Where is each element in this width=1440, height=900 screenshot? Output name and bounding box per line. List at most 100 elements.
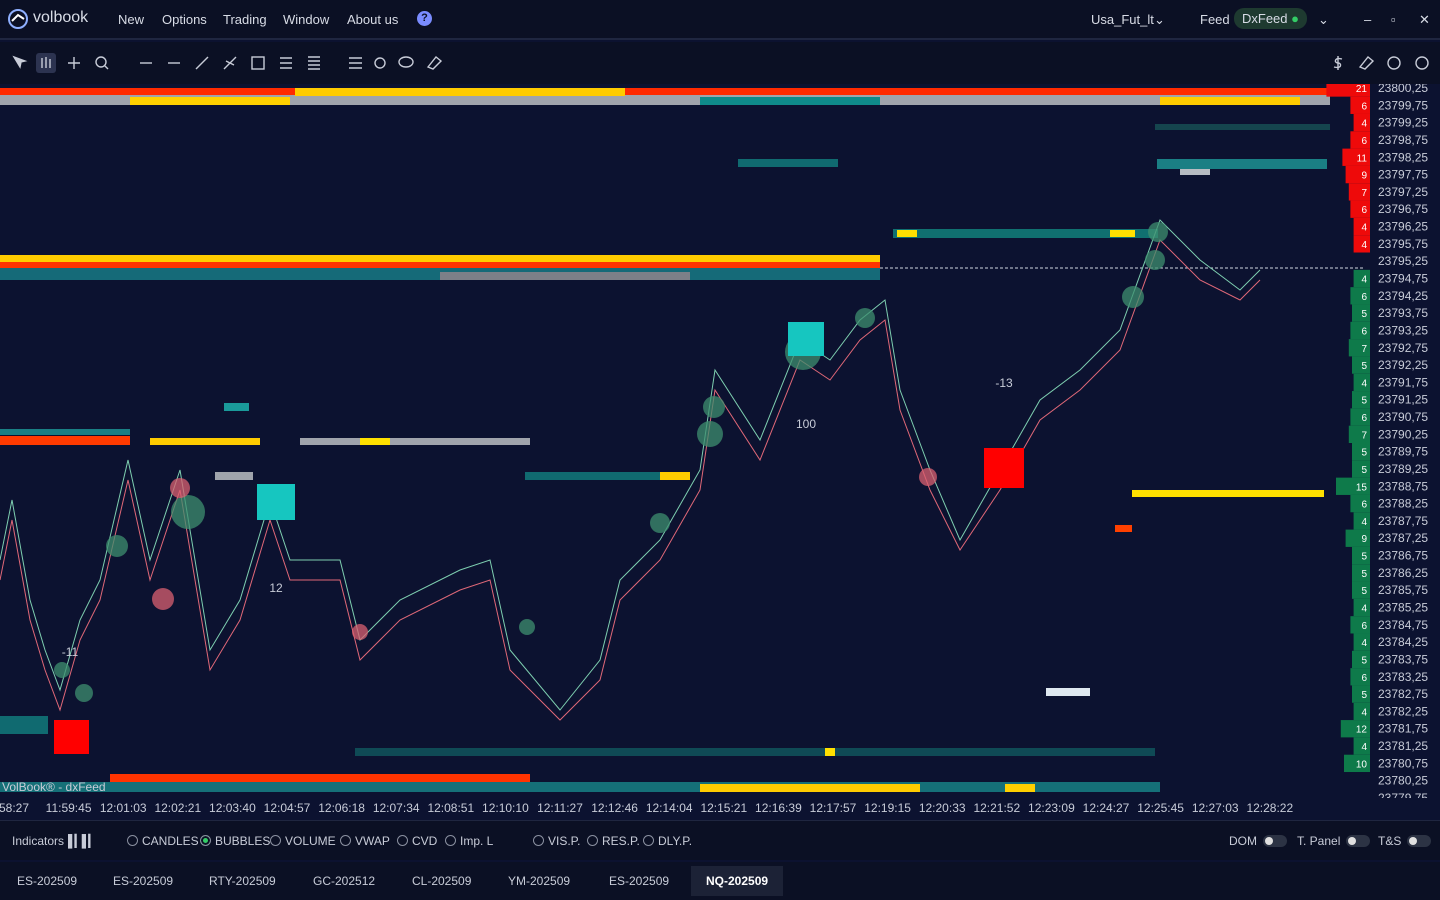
dom-bid-bar <box>1353 598 1370 617</box>
menu-item[interactable]: Trading <box>223 12 267 27</box>
price-label: 23792,25 <box>1378 358 1428 372</box>
dom-bid-bar <box>1340 720 1370 738</box>
panel-toggle[interactable]: DOM <box>1229 834 1287 848</box>
bubble-label: 12 <box>269 581 283 595</box>
tool-levels[interactable] <box>280 57 292 69</box>
menu-item[interactable]: Options <box>162 12 207 27</box>
dom-ask-label: 7 <box>1361 188 1367 199</box>
price-label: 23781,25 <box>1378 739 1428 753</box>
instrument-tab[interactable]: ES-202509 <box>609 874 670 888</box>
price-label: 23794,75 <box>1378 271 1428 285</box>
dom-bid-label: 4 <box>1361 274 1367 285</box>
menu-item[interactable]: Window <box>283 12 330 27</box>
switch <box>1346 835 1371 847</box>
indicator-option[interactable]: VWAP <box>340 834 390 848</box>
time-label: 12:08:51 <box>427 801 474 815</box>
price-label: 23798,25 <box>1378 150 1428 164</box>
tool-settings[interactable] <box>349 57 362 69</box>
radio <box>445 835 456 846</box>
feed-name: DxFeed <box>1242 11 1288 26</box>
dom-bid-bar <box>1352 685 1370 703</box>
dom-ask-label: 4 <box>1361 119 1367 130</box>
dom-bid-bar <box>1352 391 1370 409</box>
time-label: 12:06:18 <box>318 801 365 815</box>
price-label: 23786,75 <box>1378 549 1428 563</box>
bubble-label: -13 <box>995 376 1013 390</box>
price-label: 23788,25 <box>1378 497 1428 511</box>
indicator-option[interactable]: Imp. L <box>445 834 493 848</box>
instrument-tab[interactable]: GC-202512 <box>313 874 376 888</box>
restore[interactable]: ▫ <box>1391 12 1396 27</box>
price-label: 23788,75 <box>1378 479 1428 493</box>
panel-toggle[interactable]: T&S <box>1378 834 1432 848</box>
logo <box>8 9 28 29</box>
instrument-tab[interactable]: ES-202509 <box>17 874 78 888</box>
dom-bid-bar <box>1348 339 1370 357</box>
time-label: 12:24:27 <box>1083 801 1130 815</box>
instrument-tab[interactable]: CL-202509 <box>412 874 472 888</box>
menu-item[interactable]: New <box>118 12 145 27</box>
tool-eraser[interactable] <box>426 56 443 70</box>
tool-levels2[interactable] <box>308 56 320 70</box>
big-buy <box>257 484 295 520</box>
profile-option[interactable]: RES.P. <box>587 834 640 848</box>
dom-bid-label: 10 <box>1356 759 1368 770</box>
tool-gear[interactable] <box>1415 56 1429 70</box>
instrument-tab[interactable]: NQ-202509 <box>691 866 784 896</box>
tool-dollar[interactable] <box>1333 56 1343 70</box>
time-label: 12:03:40 <box>209 801 256 815</box>
instrument-tab[interactable]: ES-202509 <box>113 874 174 888</box>
dom-bid-bar <box>1350 494 1370 513</box>
dom-bid-bar <box>1352 650 1370 669</box>
dom-ask-bar <box>1350 200 1370 218</box>
time-label: 12:27:03 <box>1192 801 1239 815</box>
price-label: 23783,25 <box>1378 670 1428 684</box>
minimize[interactable]: – <box>1364 12 1372 27</box>
dom-bid-bar <box>1350 668 1370 686</box>
tool-trend[interactable] <box>195 56 209 70</box>
price-label: 23785,25 <box>1378 601 1428 615</box>
tool-timer[interactable] <box>374 57 386 69</box>
dom-bid-bar <box>1352 546 1370 565</box>
symbol[interactable]: Usa_Fut_lt <box>1091 12 1154 27</box>
tool-note[interactable] <box>398 56 414 68</box>
dom-bid-bar <box>1353 702 1370 721</box>
tool-pause[interactable] <box>1387 56 1401 70</box>
indicator-option[interactable]: CVD <box>397 834 437 848</box>
feed[interactable]: DxFeed ● <box>1234 8 1308 29</box>
tool-clear[interactable] <box>1358 56 1375 70</box>
dom-bid-label: 6 <box>1361 621 1367 632</box>
instrument-tab[interactable]: YM-202509 <box>508 874 571 888</box>
dom-bid-bar <box>1350 287 1370 305</box>
price-label: 23780,25 <box>1378 774 1428 788</box>
indicators-icon[interactable]: ▌▎▌▎ <box>68 834 98 848</box>
price-label: 23790,75 <box>1378 410 1428 424</box>
chart[interactable]: 23800,25 23799,75 23799,25 23798,75 23798,25… <box>0 84 1440 820</box>
panel-toggle[interactable]: T. Panel <box>1297 834 1371 848</box>
price-label: 23791,25 <box>1378 393 1428 407</box>
indicators-button[interactable]: Indicators <box>12 834 65 848</box>
tool-rect[interactable] <box>251 56 265 70</box>
instrument-tab[interactable]: RTY-202509 <box>209 874 276 888</box>
help[interactable]: ? <box>417 11 432 26</box>
profile-option[interactable]: VIS.P. <box>533 834 580 848</box>
bubble-label: 100 <box>796 417 816 431</box>
tool-zoom[interactable] <box>95 56 107 68</box>
tool-fib[interactable] <box>223 56 237 70</box>
menu-item[interactable]: About us <box>347 12 399 27</box>
dom-ask-bar <box>1350 131 1370 149</box>
close[interactable]: ✕ <box>1419 12 1430 27</box>
bubble-label: -11 <box>62 645 79 659</box>
indicator-option[interactable]: CANDLES <box>127 834 199 848</box>
dom-ask-label: 21 <box>1356 84 1368 95</box>
profile-option[interactable]: DLY.P. <box>643 834 692 848</box>
tool-cross[interactable] <box>68 57 80 69</box>
indicator-option[interactable]: VOLUME <box>270 834 336 848</box>
time-label: 12:28:22 <box>1246 801 1293 815</box>
switch <box>1407 835 1432 847</box>
tool-pointer[interactable] <box>12 55 28 69</box>
price-label: 23797,25 <box>1378 185 1428 199</box>
indicator-option[interactable]: BUBBLES <box>200 834 270 848</box>
dom-bid-bar <box>1345 529 1370 547</box>
radio <box>340 835 351 846</box>
